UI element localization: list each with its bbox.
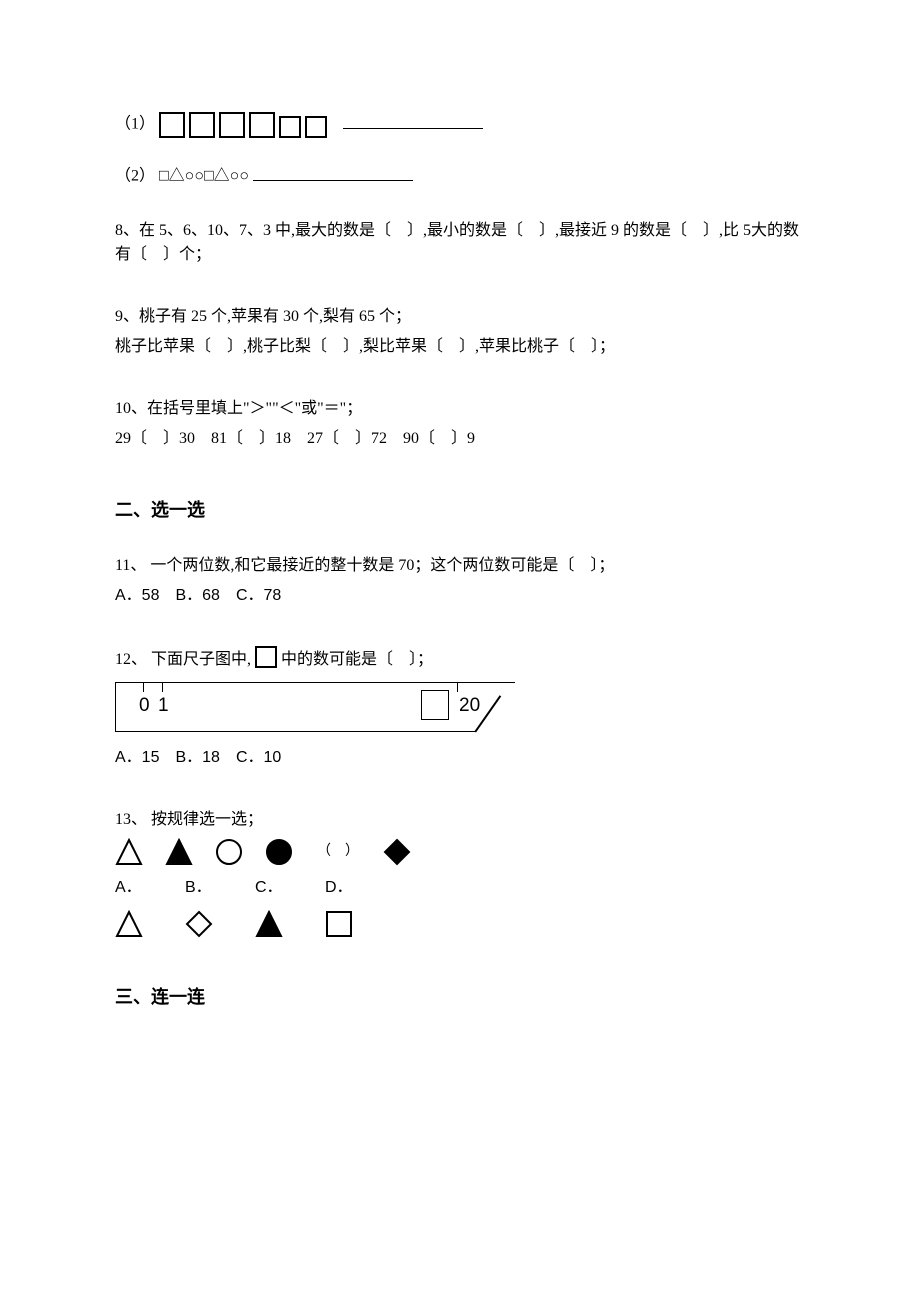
q12-options: A．15 B．18 C．10: [115, 746, 805, 770]
ruler-tick: [143, 682, 144, 692]
square-small-icon: [279, 116, 301, 138]
q13-option: B．: [185, 876, 213, 938]
q12-stem-before: 12、 下面尺子图中,: [115, 651, 255, 668]
section-2-heading: 二、选一选: [115, 497, 805, 524]
q7: （1） （2） □△○○□△○○: [115, 110, 805, 189]
q9-line2: 桃子比苹果〔 〕,桃子比梨〔 〕,梨比苹果〔 〕,苹果比桃子〔 〕；: [115, 335, 805, 359]
q13: 13、 按规律选一选； （ ） A． B． C． D．: [115, 808, 805, 938]
square-icon: [325, 910, 353, 938]
q7-part2-blank: [253, 162, 413, 181]
page: （1） （2） □△○○□△○○ 8、在 5、6、10、7、3 中,最大的数是〔…: [0, 0, 920, 1101]
ruler-top-line: [115, 682, 515, 683]
diamond-icon: [185, 910, 213, 938]
ruler-unknown-box: [421, 690, 449, 720]
q7-part2-prefix: （2）: [115, 168, 155, 185]
q7-part2-pattern: □△○○□△○○: [159, 168, 249, 185]
q13-stem: 13、 按规律选一选；: [115, 808, 805, 832]
circle-icon: [265, 838, 293, 866]
q9-line1: 9、桃子有 25 个,苹果有 30 个,梨有 65 个；: [115, 305, 805, 329]
triangle-icon: [115, 910, 143, 938]
q7-squares: [159, 112, 327, 138]
square-big-icon: [249, 112, 275, 138]
q12-stem: 12、 下面尺子图中, 中的数可能是〔 〕；: [115, 646, 805, 672]
q11-stem: 11、 一个两位数,和它最接近的整十数是 70；这个两位数可能是〔 〕；: [115, 554, 805, 578]
square-big-icon: [159, 112, 185, 138]
q12-inline-box-icon: [255, 646, 277, 668]
q8: 8、在 5、6、10、7、3 中,最大的数是〔 〕,最小的数是〔 〕,最接近 9…: [115, 219, 805, 267]
q11: 11、 一个两位数,和它最接近的整十数是 70；这个两位数可能是〔 〕； A．5…: [115, 554, 805, 608]
section-3-heading: 三、连一连: [115, 984, 805, 1011]
q9: 9、桃子有 25 个,苹果有 30 个,梨有 65 个； 桃子比苹果〔 〕,桃子…: [115, 305, 805, 359]
q13-option-label: C．: [255, 876, 283, 900]
q13-options: A． B． C． D．: [115, 876, 805, 938]
q7-part2: （2） □△○○□△○○: [115, 162, 805, 189]
q10-line2: 29〔 〕30 81〔 〕18 27〔 〕72 90〔 〕9: [115, 427, 805, 451]
ruler-label: 20: [459, 692, 480, 721]
q12: 12、 下面尺子图中, 中的数可能是〔 〕； 01 20 A．15 B．18 C．…: [115, 646, 805, 770]
ruler-left-line: [115, 682, 116, 732]
q13-sequence: （ ）: [115, 838, 805, 866]
q7-part1-prefix: （1）: [115, 116, 155, 133]
q13-blank-paren: （ ）: [317, 841, 359, 862]
q13-option: C．: [255, 876, 283, 938]
square-small-icon: [305, 116, 327, 138]
ruler-tick: [457, 682, 458, 692]
q13-option-label: B．: [185, 876, 212, 900]
q13-option: A．: [115, 876, 143, 938]
q13-option: D．: [325, 876, 353, 938]
ruler-label: 1: [158, 692, 169, 721]
q12-ruler: 01 20: [115, 682, 515, 732]
q7-part1-gap: [331, 116, 339, 133]
q13-option-label: D．: [325, 876, 353, 900]
q10-line1: 10、在括号里填上"＞""＜"或"＝"；: [115, 397, 805, 421]
q13-option-label: A．: [115, 876, 142, 900]
ruler-label: 0: [139, 692, 150, 721]
q7-part1: （1）: [115, 110, 805, 138]
circle-icon: [215, 838, 243, 866]
triangle-icon: [115, 838, 143, 866]
ruler-bottom-line: [115, 731, 475, 732]
triangle-icon: [255, 910, 283, 938]
q10: 10、在括号里填上"＞""＜"或"＝"； 29〔 〕30 81〔 〕18 27〔…: [115, 397, 805, 451]
triangle-icon: [165, 838, 193, 866]
square-big-icon: [189, 112, 215, 138]
q7-part1-blank: [343, 110, 483, 129]
q12-stem-after: 中的数可能是〔 〕；: [281, 651, 433, 668]
diamond-icon: [383, 838, 411, 866]
square-big-icon: [219, 112, 245, 138]
q8-text: 8、在 5、6、10、7、3 中,最大的数是〔 〕,最小的数是〔 〕,最接近 9…: [115, 222, 799, 263]
q11-options: A．58 B．68 C．78: [115, 584, 805, 608]
ruler-tick: [162, 682, 163, 692]
